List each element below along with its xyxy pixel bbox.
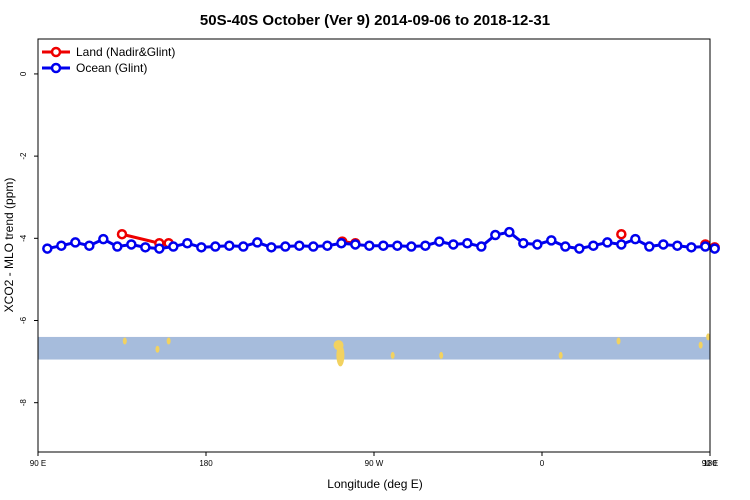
ocean-point (476, 241, 487, 252)
ocean-point (658, 239, 669, 250)
ocean-point (630, 233, 641, 245)
legend-ocean-label: Ocean (Glint) (76, 61, 147, 75)
x-tick-label: 90 W (365, 459, 384, 468)
ocean-point (154, 243, 165, 254)
ocean-point (238, 241, 249, 252)
ocean-point (504, 226, 515, 238)
x-tick-label: 0 (540, 459, 545, 468)
ocean-point (532, 239, 543, 250)
ocean-point (140, 242, 151, 253)
ocean-point (294, 240, 305, 251)
ocean-point (266, 242, 277, 253)
y-axis-ticks: 0 -2 -4 -6 -8 (19, 71, 38, 406)
ocean-point (322, 240, 333, 251)
ocean-point (280, 241, 291, 252)
x-tick-label: 90 E (702, 459, 718, 468)
ocean-point (518, 237, 529, 249)
y-axis-label: XCO2 - MLO trend (ppm) (2, 178, 16, 313)
x-tick-label: 180 (703, 459, 717, 468)
ocean-point (490, 229, 501, 241)
y-tick-label: -2 (19, 152, 28, 160)
band-land-blob (439, 351, 444, 359)
legend: Land (Nadir&Glint) Ocean (Glint) (42, 45, 175, 75)
y-tick-label: 0 (19, 71, 28, 76)
ocean-point (42, 243, 53, 254)
plot-frame (37, 38, 711, 453)
ocean-point (252, 237, 263, 248)
legend-ocean-marker (50, 62, 62, 74)
legend-land-label: Land (Nadir&Glint) (76, 45, 175, 59)
land-point (616, 228, 627, 240)
latitude-band (38, 333, 711, 367)
ocean-point (196, 242, 207, 253)
ocean-point (616, 239, 627, 250)
series-layer (42, 226, 720, 254)
ocean-point (336, 237, 347, 249)
ocean-point (420, 240, 431, 251)
x-tick-label: 90 E (30, 459, 46, 468)
band-land-blob (698, 341, 703, 349)
x-axis-label: Longitude (deg E) (327, 477, 422, 491)
band-land-blob (336, 344, 345, 367)
land-point (116, 228, 128, 240)
y-tick-label: -8 (19, 399, 28, 407)
ocean-point (168, 241, 179, 252)
ocean-point (546, 235, 557, 246)
ocean-point (406, 241, 417, 252)
y-tick-label: -4 (19, 234, 28, 242)
ocean-point (182, 237, 193, 249)
ocean-point (56, 240, 67, 251)
ocean-point (644, 241, 655, 252)
band-land-blob (390, 351, 395, 359)
ocean-point (70, 237, 81, 248)
band-land-blob (155, 345, 160, 353)
ocean-point (392, 240, 403, 251)
ocean-point (700, 241, 711, 252)
ocean-point (224, 240, 235, 251)
ocean-point (709, 243, 720, 254)
ocean-point (574, 243, 585, 254)
ocean-point (210, 241, 221, 252)
ocean-point (602, 237, 613, 248)
ocean-point (126, 239, 137, 250)
ocean-point (560, 241, 571, 252)
band-land-blob (616, 337, 621, 345)
ocean-point (686, 242, 697, 253)
chart-title: 50S-40S October (Ver 9) 2014-09-06 to 20… (200, 12, 550, 29)
ocean-point (364, 240, 375, 251)
band-land-blob (558, 351, 563, 359)
band-ocean (38, 336, 710, 360)
ocean-point (308, 241, 319, 252)
ocean-point (672, 240, 683, 251)
ocean-point (462, 237, 473, 249)
band-land-blob (706, 333, 711, 341)
ocean-point (434, 236, 445, 247)
ocean-point (588, 240, 599, 251)
ocean-point (112, 241, 123, 252)
ocean-point (350, 239, 361, 250)
ocean-point (448, 239, 459, 250)
band-land-blob (166, 337, 171, 345)
ocean-point (378, 240, 389, 251)
x-tick-label: 180 (199, 459, 213, 468)
legend-land-marker (50, 46, 62, 58)
ocean-point (98, 233, 109, 245)
y-tick-label: -6 (19, 316, 28, 324)
ocean-point (84, 240, 95, 251)
band-land-blob (122, 337, 127, 345)
